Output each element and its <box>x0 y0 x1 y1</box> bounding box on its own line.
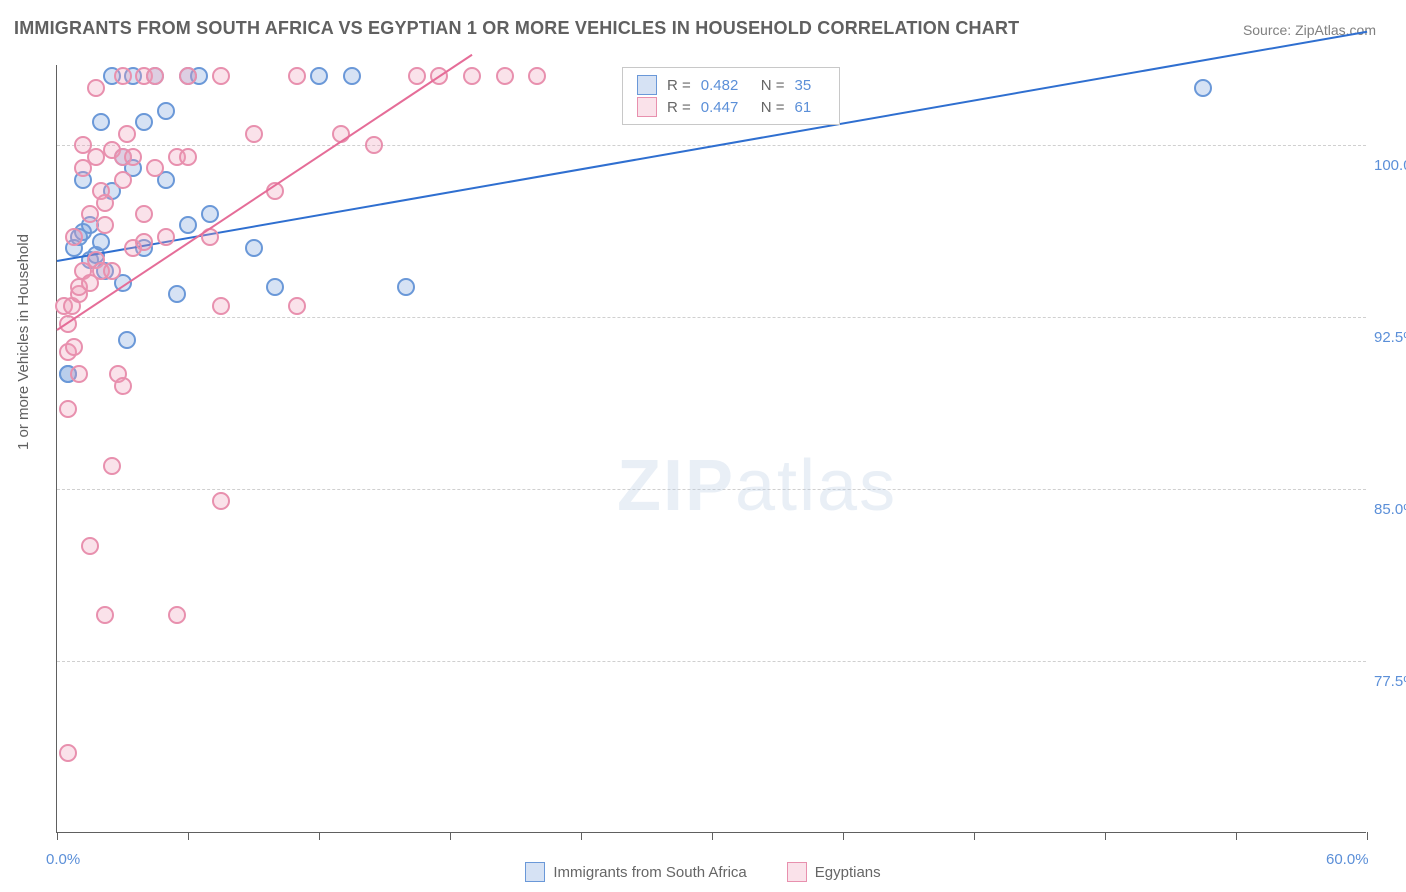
legend-r-value: 0.447 <box>701 99 751 116</box>
legend-swatch <box>525 862 545 882</box>
x-tick-mark <box>712 832 713 840</box>
x-tick-mark <box>581 832 582 840</box>
data-point-egyptians <box>408 67 426 85</box>
y-tick-label: 77.5% <box>1374 673 1406 690</box>
data-point-egyptians <box>146 67 164 85</box>
x-tick-label: 60.0% <box>1326 851 1369 868</box>
data-point-south_africa <box>1194 79 1212 97</box>
legend-stats: R = 0.482 N = 35 R = 0.447 N = 61 <box>622 67 840 125</box>
x-tick-mark <box>1367 832 1368 840</box>
x-tick-mark <box>57 832 58 840</box>
data-point-south_africa <box>245 239 263 257</box>
legend-swatch <box>637 97 657 117</box>
legend-swatch <box>787 862 807 882</box>
data-point-egyptians <box>96 216 114 234</box>
data-point-south_africa <box>343 67 361 85</box>
data-point-south_africa <box>179 216 197 234</box>
data-point-egyptians <box>245 125 263 143</box>
legend-r-label: R = <box>667 99 691 116</box>
data-point-south_africa <box>168 285 186 303</box>
data-point-egyptians <box>96 606 114 624</box>
data-point-egyptians <box>212 297 230 315</box>
data-point-egyptians <box>87 79 105 97</box>
data-point-egyptians <box>179 148 197 166</box>
data-point-egyptians <box>96 194 114 212</box>
data-point-egyptians <box>118 125 136 143</box>
y-tick-label: 85.0% <box>1374 501 1406 518</box>
data-point-south_africa <box>92 233 110 251</box>
grid-line <box>57 317 1366 318</box>
data-point-egyptians <box>212 492 230 510</box>
data-point-egyptians <box>114 377 132 395</box>
y-tick-label: 100.0% <box>1374 157 1406 174</box>
source-attribution: Source: ZipAtlas.com <box>1243 22 1376 38</box>
x-tick-mark <box>1105 832 1106 840</box>
data-point-egyptians <box>528 67 546 85</box>
data-point-egyptians <box>59 400 77 418</box>
legend-item-egyptians: Egyptians <box>787 862 881 882</box>
data-point-egyptians <box>70 365 88 383</box>
watermark-thin: atlas <box>735 446 897 526</box>
data-point-south_africa <box>266 278 284 296</box>
legend-bottom: Immigrants from South Africa Egyptians <box>0 862 1406 882</box>
data-point-south_africa <box>157 102 175 120</box>
legend-n-value: 35 <box>795 77 825 94</box>
x-tick-mark <box>974 832 975 840</box>
chart-title: IMMIGRANTS FROM SOUTH AFRICA VS EGYPTIAN… <box>14 18 1019 39</box>
data-point-egyptians <box>179 67 197 85</box>
y-tick-label: 92.5% <box>1374 329 1406 346</box>
legend-label: Immigrants from South Africa <box>553 864 746 881</box>
legend-n-value: 61 <box>795 99 825 116</box>
data-point-south_africa <box>118 331 136 349</box>
legend-n-label: N = <box>761 77 785 94</box>
data-point-south_africa <box>397 278 415 296</box>
data-point-egyptians <box>212 67 230 85</box>
data-point-egyptians <box>59 744 77 762</box>
legend-r-label: R = <box>667 77 691 94</box>
watermark: ZIPatlas <box>617 445 897 527</box>
data-point-egyptians <box>124 148 142 166</box>
legend-r-value: 0.482 <box>701 77 751 94</box>
plot-area: 77.5%85.0%92.5%100.0%ZIPatlasR =0.482N =… <box>56 65 1366 833</box>
legend-label: Egyptians <box>815 864 881 881</box>
x-tick-mark <box>843 832 844 840</box>
data-point-egyptians <box>81 537 99 555</box>
legend-item-south_africa: Immigrants from South Africa <box>525 862 746 882</box>
data-point-egyptians <box>81 205 99 223</box>
data-point-egyptians <box>288 67 306 85</box>
data-point-egyptians <box>135 233 153 251</box>
data-point-egyptians <box>496 67 514 85</box>
x-tick-mark <box>1236 832 1237 840</box>
data-point-egyptians <box>65 338 83 356</box>
data-point-egyptians <box>157 228 175 246</box>
x-tick-label: 0.0% <box>46 851 80 868</box>
data-point-egyptians <box>135 205 153 223</box>
legend-swatch <box>637 75 657 95</box>
x-tick-mark <box>319 832 320 840</box>
data-point-egyptians <box>288 297 306 315</box>
legend-stats-row-south_africa: R = 0.482 N = 35 <box>637 74 825 96</box>
grid-line <box>57 661 1366 662</box>
data-point-egyptians <box>365 136 383 154</box>
watermark-bold: ZIP <box>617 446 735 526</box>
data-point-egyptians <box>463 67 481 85</box>
data-point-egyptians <box>146 159 164 177</box>
data-point-egyptians <box>114 171 132 189</box>
y-axis-label: 1 or more Vehicles in Household <box>15 234 32 450</box>
data-point-south_africa <box>201 205 219 223</box>
data-point-egyptians <box>103 262 121 280</box>
data-point-south_africa <box>310 67 328 85</box>
data-point-south_africa <box>135 113 153 131</box>
data-point-egyptians <box>114 67 132 85</box>
data-point-egyptians <box>168 606 186 624</box>
legend-stats-row-egyptians: R = 0.447 N = 61 <box>637 96 825 118</box>
data-point-south_africa <box>92 113 110 131</box>
x-tick-mark <box>188 832 189 840</box>
data-point-egyptians <box>103 457 121 475</box>
data-point-egyptians <box>65 228 83 246</box>
x-tick-mark <box>450 832 451 840</box>
legend-n-label: N = <box>761 99 785 116</box>
chart-container: IMMIGRANTS FROM SOUTH AFRICA VS EGYPTIAN… <box>0 0 1406 892</box>
